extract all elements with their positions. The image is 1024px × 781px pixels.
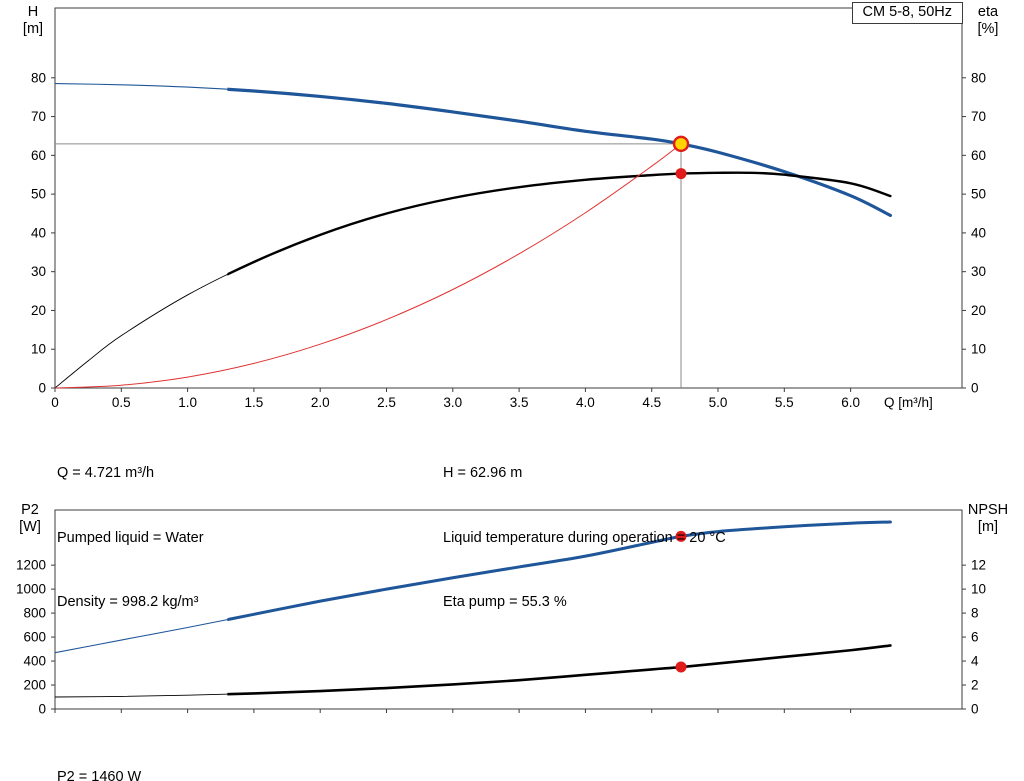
plot-frame (54, 509, 963, 710)
p2-npsh-chart: 0 200 400 600 800 1000 1200 0 2 4 6 8 10 12 (16, 509, 986, 717)
x-axis-label: Q [m³/h] (884, 395, 933, 410)
duty-info-left: Q = 4.721 m³/h Pumped liquid = Water Den… (57, 420, 204, 657)
system-curve-thin (54, 143, 682, 389)
right-tick-label: 10 (971, 342, 986, 357)
left-tick-label: 10 (31, 342, 46, 357)
left-tick-label: 80 (31, 70, 46, 85)
pumped-liquid: Pumped liquid = Water (57, 529, 204, 546)
left-tick-label: 600 (23, 630, 46, 645)
right-tick-label: 30 (971, 264, 986, 279)
x-tick-label: 3.0 (443, 395, 462, 410)
right-tick-label: 0 (971, 381, 979, 396)
eta-axis-title: eta [%] (977, 4, 999, 37)
left-tick-label: 200 (23, 678, 46, 693)
x-tick-label: 4.5 (642, 395, 661, 410)
p2-axis-title: P2 [W] (19, 502, 41, 535)
right-tick-label: 0 (971, 702, 979, 717)
npsh-curve (227, 644, 892, 696)
p2-curve (227, 520, 892, 622)
npsh-axis-title: NPSH [m] (967, 502, 1009, 535)
right-tick-label: 8 (971, 606, 979, 621)
left-tick-label: 20 (31, 303, 46, 318)
head-curve (227, 87, 892, 218)
head-curve-thin (54, 83, 891, 216)
right-tick-label: 12 (971, 558, 986, 573)
pump-title-box: CM 5-8, 50Hz (851, 2, 963, 24)
right-tick-label: 4 (971, 654, 979, 669)
x-tick-label: 0.5 (112, 395, 131, 410)
eta-pump-value: Eta pump = 55.3 % (443, 594, 567, 610)
qh-chart: 0 0.5 1.0 1.5 2.0 2.5 3.0 3.5 4.0 4.5 5.0 5.5 6.0 Q [… (31, 7, 986, 410)
right-tick-label: 10 (971, 582, 986, 597)
x-tick-label: 1.0 (178, 395, 197, 410)
left-tick-label: 30 (31, 264, 46, 279)
left-tick-label: 400 (23, 654, 46, 669)
right-tick-label: 2 (971, 678, 979, 693)
power-info: P2 = 1460 W NPSH = 3.5 m (57, 722, 150, 781)
x-tick-label: 1.5 (245, 395, 264, 410)
right-tick-label: 50 (971, 187, 986, 202)
left-tick-label: 0 (38, 702, 46, 717)
right-tick-label: 70 (971, 109, 986, 124)
efficiency-curve-thin (54, 172, 891, 389)
left-tick-label: 800 (23, 606, 46, 621)
x-tick-label: 5.0 (709, 395, 728, 410)
h-axis-title: H [m] (22, 4, 44, 37)
x-tick-label: 3.5 (510, 395, 529, 410)
left-tick-label: 1200 (16, 558, 46, 573)
x-tick-label: 5.5 (775, 395, 794, 410)
density-value: Density = 998.2 kg/m³ (57, 594, 199, 610)
left-tick-label: 0 (38, 381, 46, 396)
right-tick-label: 40 (971, 225, 986, 240)
right-tick-label: 20 (971, 303, 986, 318)
duty-point-marker[interactable] (672, 135, 690, 153)
operating-point-dot (675, 530, 687, 542)
head-value: H = 62.96 m (443, 465, 523, 481)
x-tick-label: 0 (51, 395, 59, 410)
left-tick-label: 40 (31, 225, 46, 240)
x-tick-label: 2.5 (377, 395, 396, 410)
liquid-temperature: Liquid temperature during operation = 20… (443, 529, 726, 546)
left-tick-label: 50 (31, 187, 46, 202)
right-tick-label: 60 (971, 148, 986, 163)
x-tick-label: 6.0 (841, 395, 860, 410)
left-tick-label: 70 (31, 109, 46, 124)
p2-value: P2 = 1460 W (57, 769, 142, 781)
plot-frame (54, 7, 963, 389)
x-tick-label: 4.0 (576, 395, 595, 410)
operating-point-dot (675, 661, 687, 673)
left-tick-label: 60 (31, 148, 46, 163)
operating-point-dot (675, 168, 687, 180)
right-tick-label: 80 (971, 70, 986, 85)
x-tick-label: 2.0 (311, 395, 330, 410)
duty-info-right: H = 62.96 m Liquid temperature during op… (443, 420, 726, 657)
flow-value: Q = 4.721 m³/h (57, 465, 155, 481)
efficiency-curve (227, 171, 892, 276)
left-tick-label: 1000 (16, 582, 46, 597)
right-tick-label: 6 (971, 630, 979, 645)
